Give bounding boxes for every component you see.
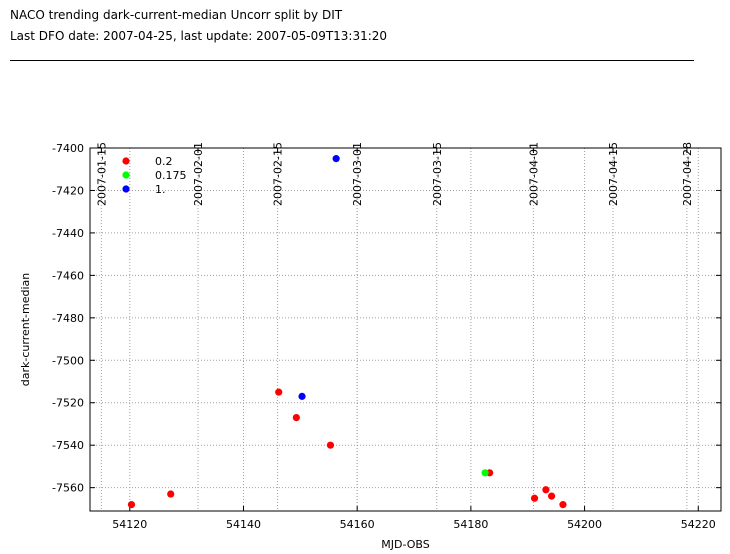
legend-marker xyxy=(122,157,130,165)
data-point xyxy=(332,155,340,163)
chart-subtitle: Last DFO date: 2007-04-25, last update: … xyxy=(10,29,388,43)
data-point xyxy=(547,492,556,500)
data-point xyxy=(167,490,175,498)
y-tick-label: -7420 xyxy=(52,184,84,197)
data-point xyxy=(542,486,550,494)
x-tick-label: 54220 xyxy=(681,518,716,531)
y-tick-label: -7440 xyxy=(52,227,84,240)
y-tick-label: -7520 xyxy=(52,397,84,410)
y-tick-label: -7540 xyxy=(52,439,84,452)
header-divider xyxy=(10,60,694,61)
data-point xyxy=(326,441,335,449)
legend-label: 0.175 xyxy=(155,169,187,182)
plot-frame xyxy=(89,147,722,512)
y-tick-label: -7400 xyxy=(52,142,84,155)
x-tick-label: 54140 xyxy=(226,518,261,531)
date-tick-label: 2007-04-01 xyxy=(527,142,540,206)
y-tick-label: -7560 xyxy=(52,482,84,495)
x-tick-label: 54120 xyxy=(112,518,147,531)
x-tick-label: 54160 xyxy=(340,518,375,531)
date-tick-label: 2007-02-15 xyxy=(272,142,285,206)
date-tick-label: 2007-03-01 xyxy=(351,142,364,206)
data-point xyxy=(481,469,489,477)
grid-lines xyxy=(90,147,721,511)
data-point xyxy=(298,392,306,400)
date-tick-label: 2007-04-28 xyxy=(681,142,694,206)
data-point xyxy=(275,388,283,396)
legend-marker xyxy=(122,171,130,179)
legend-label: 0.2 xyxy=(155,155,173,168)
x-tick-label: 54180 xyxy=(453,518,488,531)
data-point xyxy=(127,501,136,509)
axis-ticks: 54120 54140 54160 54180 54200 54220 2007-01-15… xyxy=(52,142,721,531)
date-tick-label: 2007-04-15 xyxy=(607,142,620,206)
date-tick-label: 2007-01-15 xyxy=(95,142,108,206)
data-point xyxy=(530,494,539,502)
y-tick-label: -7460 xyxy=(52,269,84,282)
y-tick-label: -7480 xyxy=(52,312,84,325)
data-points xyxy=(127,155,567,509)
x-tick-label: 54200 xyxy=(567,518,602,531)
x-axis-label: MJD-OBS xyxy=(381,538,429,551)
date-tick-label: 2007-02-01 xyxy=(192,142,205,206)
y-tick-label: -7500 xyxy=(52,354,84,367)
legend-label: 1. xyxy=(155,183,166,196)
legend-marker xyxy=(122,185,130,193)
date-tick-label: 2007-03-15 xyxy=(431,142,444,206)
chart-title: NACO trending dark-current-median Uncorr… xyxy=(10,8,343,22)
y-axis-label: dark-current-median xyxy=(19,273,32,386)
data-point xyxy=(559,501,567,509)
data-point xyxy=(292,413,300,422)
